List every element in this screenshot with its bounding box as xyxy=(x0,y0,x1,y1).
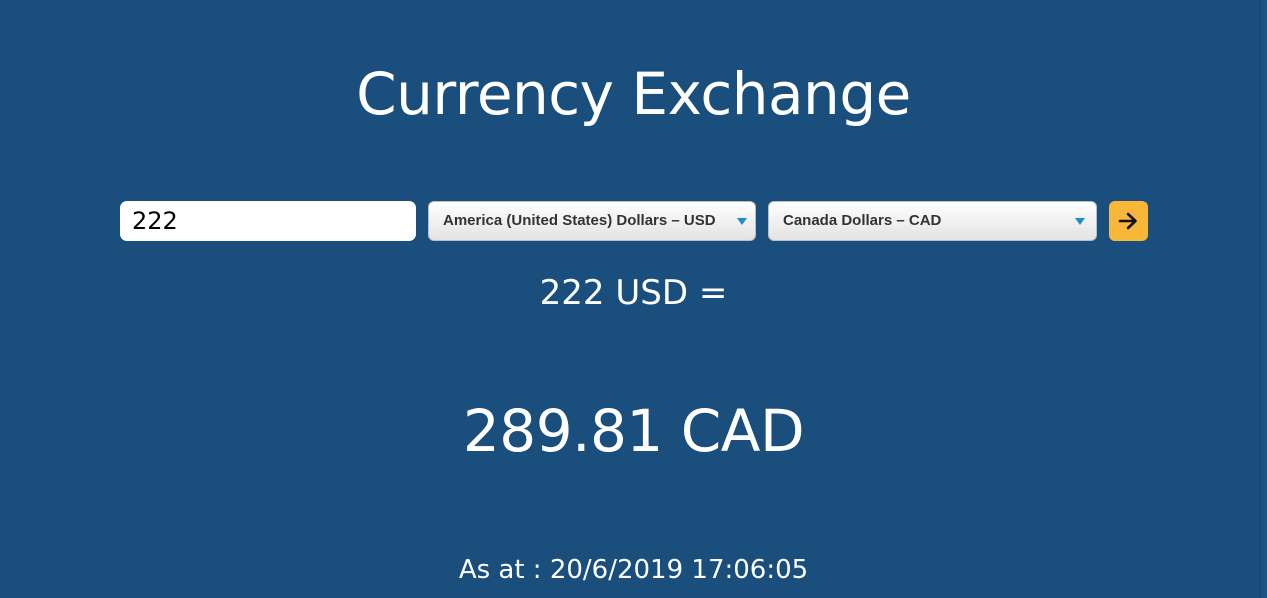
to-currency-label: Canada Dollars – CAD xyxy=(783,212,942,229)
source-amount-text: 222 USD = xyxy=(539,273,728,313)
from-currency-label: America (United States) Dollars – USD xyxy=(443,212,716,229)
amount-input[interactable] xyxy=(120,201,416,241)
converted-amount-text: 289.81 CAD xyxy=(462,397,805,465)
arrow-right-icon xyxy=(1118,212,1137,230)
rate-timestamp: As at : 20/6/2019 17:06:05 xyxy=(458,555,809,585)
to-currency-select[interactable]: Canada Dollars – CAD xyxy=(768,201,1097,241)
page-title: Currency Exchange xyxy=(356,60,911,128)
from-currency-select[interactable]: America (United States) Dollars – USD xyxy=(428,201,756,241)
convert-button[interactable] xyxy=(1109,201,1148,241)
chevron-down-icon xyxy=(1075,218,1085,225)
chevron-down-icon xyxy=(737,218,747,225)
window-edge xyxy=(1260,0,1267,598)
